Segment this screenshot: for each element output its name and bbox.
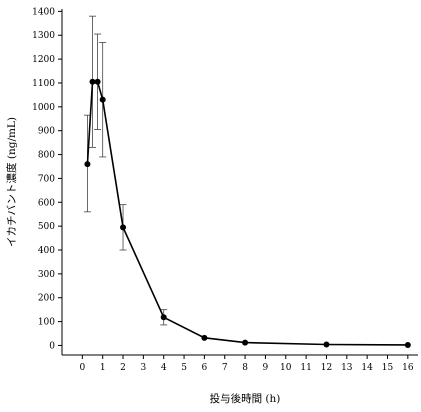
x-tick-label: 6 <box>202 363 208 373</box>
data-point <box>201 334 208 341</box>
x-tick-label: 1 <box>100 363 106 373</box>
y-tick-label: 400 <box>38 246 55 256</box>
x-axis-label: 投与後時間 (h) <box>210 392 281 405</box>
y-tick-label: 800 <box>38 151 55 161</box>
y-tick-label: 100 <box>38 318 55 328</box>
x-tick-label: 7 <box>222 363 228 373</box>
data-point <box>84 161 91 168</box>
x-tick-label: 5 <box>181 363 187 373</box>
x-tick-label: 12 <box>321 363 332 373</box>
data-point <box>99 96 106 103</box>
x-tick-label: 9 <box>263 363 269 373</box>
y-tick-label: 1400 <box>32 7 55 17</box>
data-point <box>242 339 249 346</box>
data-point <box>323 341 330 348</box>
y-tick-label: 900 <box>38 127 55 137</box>
y-tick-label: 200 <box>38 294 55 304</box>
x-tick-label: 0 <box>79 363 85 373</box>
y-tick-label: 1200 <box>32 55 55 65</box>
data-point <box>160 314 167 321</box>
y-axis-label: イカチバント濃度 (ng/mL) <box>5 117 18 247</box>
x-tick-label: 2 <box>120 363 126 373</box>
plot-area <box>83 15 411 348</box>
x-tick-label: 11 <box>300 363 311 373</box>
x-tick-label: 8 <box>242 363 248 373</box>
y-tick-label: 500 <box>38 222 55 232</box>
data-point <box>120 224 127 231</box>
y-tick-label: 0 <box>49 341 55 351</box>
x-tick-label: 13 <box>341 363 353 373</box>
x-tick-label: 15 <box>382 363 394 373</box>
x-tick-label: 10 <box>280 363 292 373</box>
y-tick-label: 1100 <box>32 79 55 89</box>
x-tick-label: 16 <box>402 363 414 373</box>
y-tick-label: 1300 <box>32 31 55 41</box>
x-tick-label: 3 <box>141 363 147 373</box>
series-line <box>86 80 408 346</box>
x-tick-label: 14 <box>361 363 373 373</box>
data-point <box>404 341 411 348</box>
y-tick-label: 1000 <box>32 103 55 113</box>
y-tick-label: 600 <box>38 198 55 208</box>
y-tick-label: 300 <box>38 270 55 280</box>
y-tick-label: 700 <box>38 174 55 184</box>
data-point <box>89 78 96 85</box>
ticks: 0100200300400500600700800900100011001200… <box>32 7 414 373</box>
data-point <box>94 78 101 85</box>
x-tick-label: 4 <box>161 363 167 373</box>
